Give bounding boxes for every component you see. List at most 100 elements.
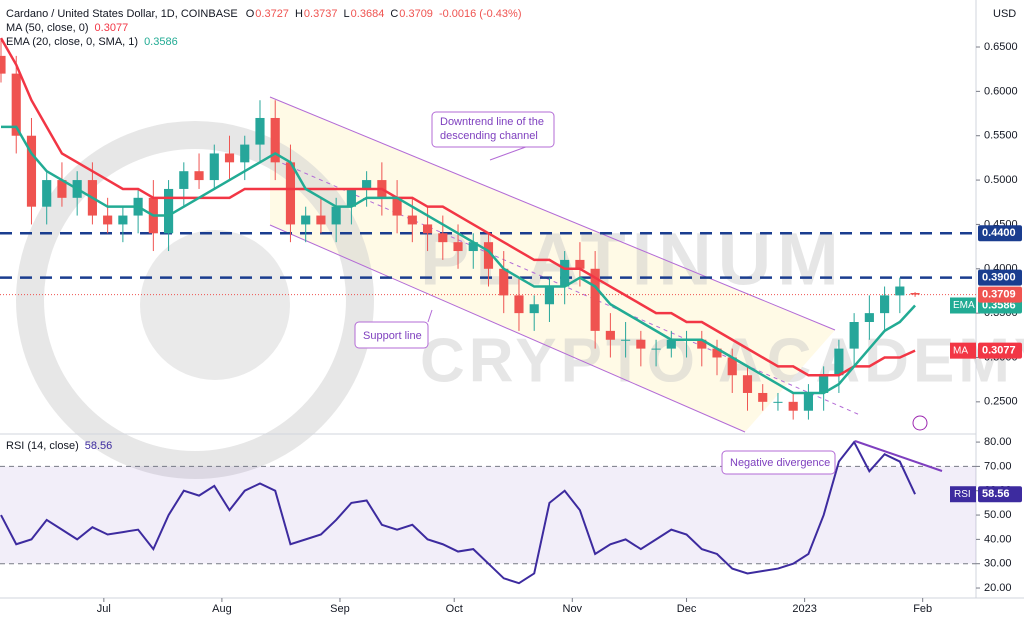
legend-name: MA (50, close, 0) [6, 22, 89, 34]
legend-value: 58.56 [85, 440, 113, 452]
level-tag-bg [978, 225, 1022, 242]
y-tick-label: 0.6000 [984, 85, 1018, 97]
candle-body [103, 215, 113, 225]
y-tick-label: 30.00 [984, 558, 1012, 570]
candle-body [118, 215, 128, 225]
candle-body [316, 215, 326, 225]
y-tick-label: 0.5000 [984, 174, 1018, 186]
series-tag: EMA [953, 300, 975, 311]
series-tag-value: 58.56 [982, 488, 1010, 500]
candle-body [194, 171, 204, 181]
x-tick-label: Oct [446, 603, 463, 615]
series-tag-value: 0.3077 [982, 345, 1016, 357]
candle-body [362, 180, 372, 189]
y-tick-label: 70.00 [984, 460, 1012, 472]
candle-body [849, 322, 859, 349]
y-tick-label: 20.00 [984, 582, 1012, 594]
channel-lower [269, 224, 746, 433]
ohlc-value: 0.3727 [255, 8, 289, 20]
candle-body [529, 304, 539, 314]
ohlc-value: 0.3684 [351, 8, 385, 20]
x-tick-label: Sep [330, 603, 350, 615]
candle-body [407, 215, 417, 225]
rsi-line [0, 440, 916, 585]
callout-box [721, 450, 836, 475]
candle-body [758, 392, 768, 402]
channel-upper [269, 96, 836, 331]
level-tag-bg [978, 269, 1022, 286]
series-tag-value-bg [978, 342, 1022, 359]
candle-body [438, 233, 448, 243]
candle-body [605, 330, 615, 340]
candle-body [864, 313, 874, 323]
level-tag: 0.4400 [982, 227, 1016, 239]
callout-text: Support line [363, 330, 422, 342]
candle-body [788, 401, 798, 411]
candle-body [392, 197, 402, 216]
callout-text: Downtrend line of the [440, 116, 544, 128]
x-tick-label: Dec [677, 603, 697, 615]
candle-body [0, 55, 6, 74]
y-tick-label: 50.00 [984, 509, 1012, 521]
y-tick-label: 0.6500 [984, 41, 1018, 53]
candle-body [560, 259, 570, 287]
candle-body [42, 180, 52, 207]
candle-body [422, 224, 433, 234]
candle-body [575, 259, 585, 269]
candle-body [164, 188, 174, 234]
candle-body [240, 144, 250, 163]
candle-body [179, 171, 189, 189]
level-tag: 0.3900 [982, 272, 1016, 284]
candle-body [285, 162, 296, 225]
candle-body [697, 339, 707, 349]
candle-body [483, 242, 494, 269]
candle-body [544, 286, 555, 305]
candle-body [636, 339, 646, 349]
change: -0.0016 (-0.43%) [439, 8, 522, 20]
watermark-logo [140, 230, 290, 380]
ohlc-key: L [344, 8, 350, 20]
candle-body [742, 375, 753, 393]
candle-body [773, 401, 783, 403]
candle-body [301, 215, 311, 225]
callout-text: Negative divergence [730, 457, 830, 469]
x-tick-label: Aug [212, 603, 232, 615]
ohlc-value: 0.3737 [304, 8, 338, 20]
ohlc-key: H [295, 8, 303, 20]
candle-body [590, 268, 600, 331]
candle-body [11, 73, 21, 136]
channel-mid [274, 159, 861, 416]
series-tag-value-bg [978, 486, 1022, 503]
last-price-tag: 0.3709 [982, 289, 1016, 301]
candle-body [270, 117, 280, 163]
x-tick-label: Feb [913, 603, 932, 615]
candle-body [651, 348, 661, 350]
legend-name: RSI (14, close) [6, 440, 79, 452]
candle-body [26, 135, 37, 207]
series-tag-bg [950, 297, 976, 314]
ohlc-key: O [246, 8, 255, 20]
y-tick-label: 40.00 [984, 533, 1012, 545]
series-tag-bg [950, 342, 976, 359]
candle-body [819, 375, 829, 393]
x-tick-label: 2023 [792, 603, 816, 615]
legend-value: 0.3077 [95, 22, 129, 34]
indicator-line [1, 125, 916, 395]
candle-body [468, 242, 478, 252]
candle-body [727, 357, 737, 376]
candle-body [880, 295, 890, 314]
ohlc-key: C [390, 8, 398, 20]
candle-body [453, 242, 463, 252]
divergence-line [854, 440, 943, 472]
x-tick-label: Nov [563, 603, 583, 615]
callout-box [431, 111, 555, 148]
symbol-title: Cardano / United States Dollar, 1D, COIN… [6, 8, 238, 20]
candle-body [57, 180, 67, 198]
marks [0, 37, 980, 602]
candle-body [895, 286, 905, 296]
event-icon[interactable] [912, 415, 928, 431]
last-price-tag-bg [978, 286, 1022, 303]
candle-body [255, 117, 265, 145]
callout-box [354, 321, 429, 349]
